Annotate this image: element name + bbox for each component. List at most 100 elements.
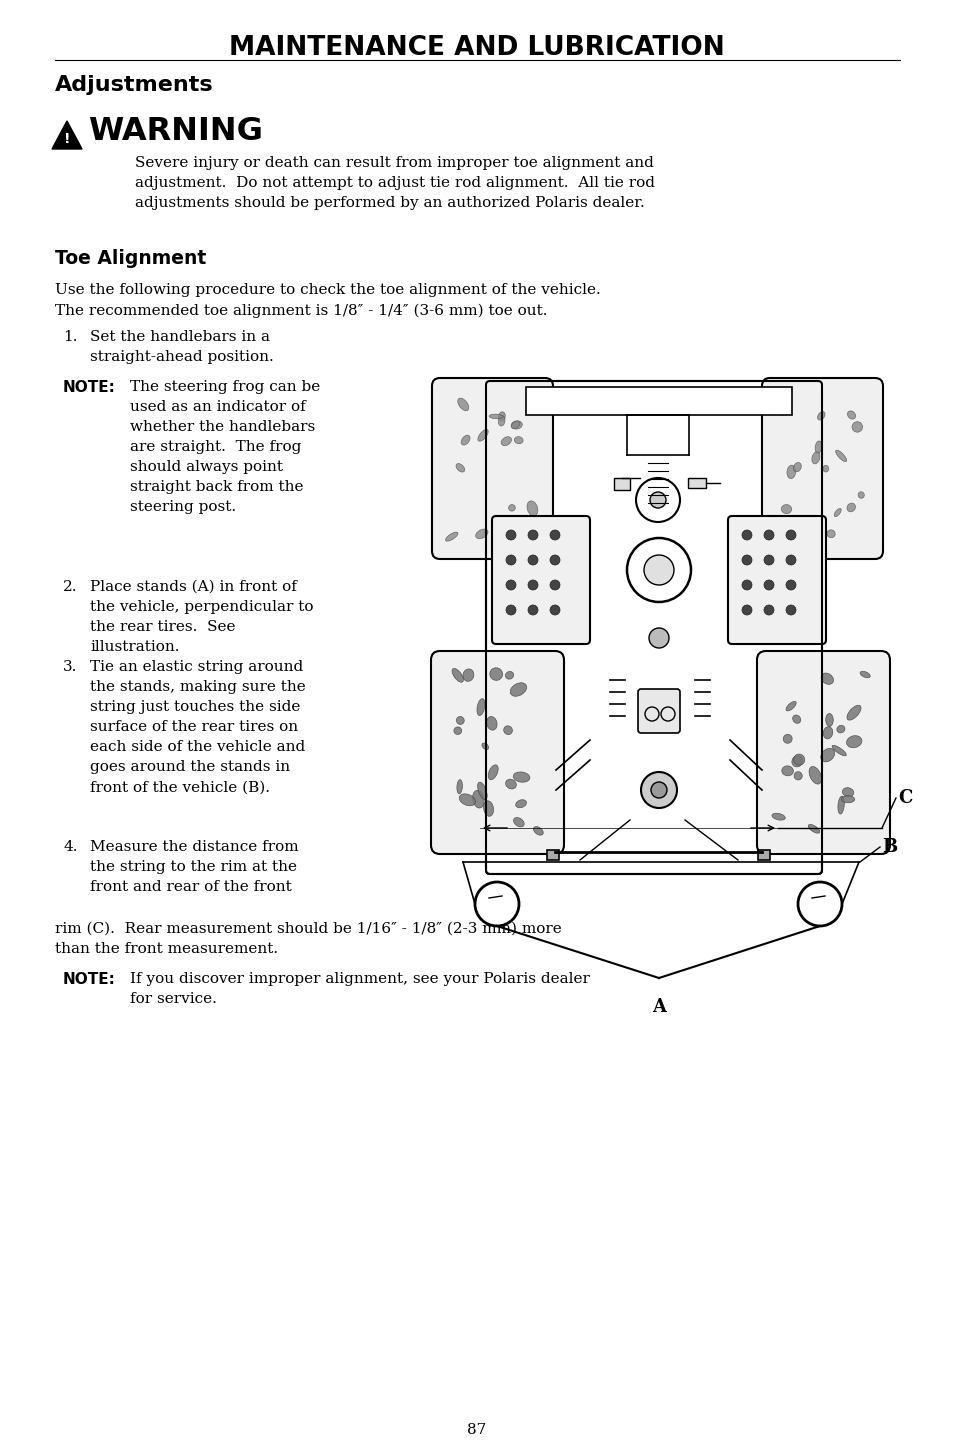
Ellipse shape bbox=[771, 813, 784, 820]
Text: Measure the distance from
the string to the rim at the
front and rear of the fro: Measure the distance from the string to … bbox=[90, 840, 298, 894]
Ellipse shape bbox=[505, 672, 513, 679]
FancyBboxPatch shape bbox=[492, 516, 589, 644]
Circle shape bbox=[741, 531, 751, 539]
Text: B: B bbox=[882, 838, 897, 856]
Circle shape bbox=[763, 531, 773, 539]
Text: A: A bbox=[651, 997, 665, 1016]
Ellipse shape bbox=[476, 529, 488, 538]
Circle shape bbox=[527, 580, 537, 590]
Circle shape bbox=[550, 555, 559, 566]
Circle shape bbox=[550, 605, 559, 615]
Ellipse shape bbox=[785, 701, 796, 711]
Ellipse shape bbox=[817, 411, 824, 420]
Ellipse shape bbox=[483, 801, 493, 816]
Circle shape bbox=[763, 605, 773, 615]
Text: 4.: 4. bbox=[63, 840, 77, 853]
Ellipse shape bbox=[793, 772, 801, 779]
Ellipse shape bbox=[825, 714, 832, 727]
Ellipse shape bbox=[841, 795, 854, 803]
Ellipse shape bbox=[860, 672, 869, 678]
Ellipse shape bbox=[837, 797, 843, 814]
Ellipse shape bbox=[508, 505, 515, 512]
Ellipse shape bbox=[836, 726, 844, 733]
Ellipse shape bbox=[497, 416, 504, 426]
Circle shape bbox=[785, 580, 795, 590]
Ellipse shape bbox=[486, 717, 497, 730]
Circle shape bbox=[763, 580, 773, 590]
FancyBboxPatch shape bbox=[761, 378, 882, 558]
Ellipse shape bbox=[792, 715, 800, 723]
FancyBboxPatch shape bbox=[727, 516, 825, 644]
Ellipse shape bbox=[481, 743, 488, 750]
Text: NOTE:: NOTE: bbox=[63, 379, 115, 395]
Ellipse shape bbox=[477, 429, 488, 441]
Ellipse shape bbox=[533, 826, 542, 835]
Text: 87: 87 bbox=[467, 1423, 486, 1437]
Ellipse shape bbox=[822, 727, 832, 739]
Ellipse shape bbox=[456, 779, 462, 794]
FancyBboxPatch shape bbox=[757, 651, 889, 853]
Ellipse shape bbox=[831, 746, 845, 756]
Ellipse shape bbox=[846, 705, 861, 720]
Ellipse shape bbox=[791, 756, 801, 766]
Ellipse shape bbox=[456, 717, 464, 724]
Text: Use the following procedure to check the toe alignment of the vehicle.
The recom: Use the following procedure to check the… bbox=[55, 284, 600, 317]
Ellipse shape bbox=[477, 782, 487, 800]
Ellipse shape bbox=[458, 794, 475, 806]
Text: Adjustments: Adjustments bbox=[55, 76, 213, 95]
Circle shape bbox=[527, 605, 537, 615]
Ellipse shape bbox=[513, 817, 523, 827]
FancyBboxPatch shape bbox=[485, 381, 821, 874]
Ellipse shape bbox=[845, 736, 861, 747]
Text: 2.: 2. bbox=[63, 580, 77, 595]
Ellipse shape bbox=[513, 772, 529, 782]
Ellipse shape bbox=[775, 404, 784, 416]
FancyBboxPatch shape bbox=[431, 651, 563, 853]
Ellipse shape bbox=[835, 451, 845, 462]
Ellipse shape bbox=[808, 766, 821, 784]
Circle shape bbox=[505, 531, 516, 539]
Ellipse shape bbox=[516, 800, 526, 808]
Ellipse shape bbox=[489, 667, 502, 680]
Ellipse shape bbox=[498, 411, 505, 420]
Bar bbox=[687, 478, 705, 489]
Ellipse shape bbox=[456, 464, 464, 473]
Circle shape bbox=[649, 491, 665, 507]
Bar bbox=[614, 478, 629, 490]
Circle shape bbox=[505, 580, 516, 590]
Ellipse shape bbox=[786, 465, 795, 478]
Circle shape bbox=[550, 580, 559, 590]
Text: 3.: 3. bbox=[63, 660, 77, 675]
Text: C: C bbox=[897, 790, 911, 807]
Circle shape bbox=[763, 555, 773, 566]
Text: Set the handlebars in a
straight-ahead position.: Set the handlebars in a straight-ahead p… bbox=[90, 330, 274, 364]
Ellipse shape bbox=[514, 436, 522, 443]
Bar bbox=[525, 387, 791, 414]
Text: Toe Alignment: Toe Alignment bbox=[55, 249, 206, 268]
Ellipse shape bbox=[525, 406, 531, 413]
Ellipse shape bbox=[793, 462, 801, 473]
FancyBboxPatch shape bbox=[638, 689, 679, 733]
Circle shape bbox=[648, 628, 668, 648]
Ellipse shape bbox=[526, 500, 537, 516]
Text: rim (C).  Rear measurement should be 1/16″ - 1/8″ (2-3 mm) more
than the front m: rim (C). Rear measurement should be 1/16… bbox=[55, 922, 561, 957]
Ellipse shape bbox=[826, 529, 834, 538]
Text: Place stands (A) in front of
the vehicle, perpendicular to
the rear tires.  See
: Place stands (A) in front of the vehicle… bbox=[90, 580, 314, 654]
Circle shape bbox=[741, 555, 751, 566]
Circle shape bbox=[527, 531, 537, 539]
Circle shape bbox=[527, 555, 537, 566]
Text: If you discover improper alignment, see your Polaris dealer
for service.: If you discover improper alignment, see … bbox=[130, 973, 589, 1006]
Ellipse shape bbox=[454, 727, 461, 734]
Ellipse shape bbox=[472, 791, 484, 808]
Ellipse shape bbox=[488, 765, 497, 779]
Text: WARNING: WARNING bbox=[88, 116, 263, 147]
Ellipse shape bbox=[814, 441, 821, 454]
Ellipse shape bbox=[457, 398, 468, 410]
Circle shape bbox=[643, 555, 673, 585]
Ellipse shape bbox=[781, 505, 791, 513]
Ellipse shape bbox=[846, 411, 855, 419]
Text: MAINTENANCE AND LUBRICATION: MAINTENANCE AND LUBRICATION bbox=[229, 35, 724, 61]
Ellipse shape bbox=[857, 491, 863, 499]
Ellipse shape bbox=[846, 503, 855, 512]
Ellipse shape bbox=[807, 824, 819, 833]
